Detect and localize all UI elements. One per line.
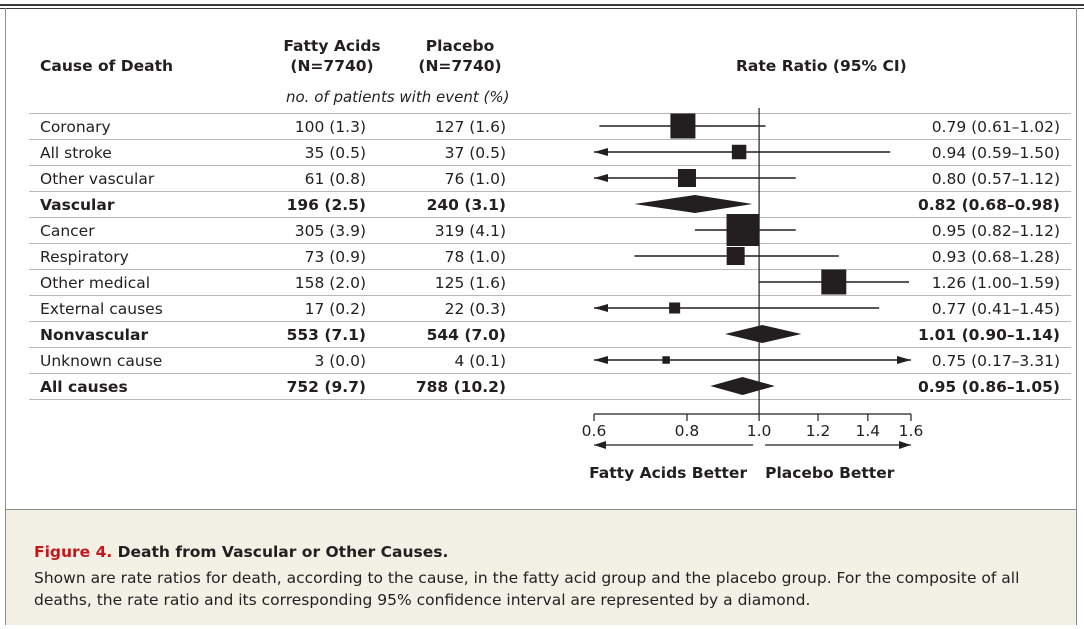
row-fa: 17 (0.2) (304, 300, 366, 318)
x-tick-label: 0.6 (582, 422, 607, 440)
row-pl: 37 (0.5) (444, 144, 506, 162)
row-fa: 61 (0.8) (304, 170, 366, 188)
x-tick-label: 0.8 (675, 422, 700, 440)
row-rr_text: 0.93 (0.68–1.28) (931, 248, 1060, 266)
row-divider (29, 269, 1071, 270)
favors-left-label: Fatty Acids Better (589, 464, 747, 482)
row-rr_text: 0.95 (0.86–1.05) (917, 378, 1060, 396)
row-pl: 125 (1.6) (434, 274, 506, 292)
favors-right-arrowhead (899, 441, 911, 449)
x-tick-label: 1.2 (806, 422, 831, 440)
point-square (662, 356, 670, 364)
row-pl: 319 (4.1) (434, 222, 506, 240)
row-fa: 158 (2.0) (294, 274, 366, 292)
caption-body: Shown are rate ratios for death, accordi… (34, 569, 1020, 609)
caption-title-text: Death from Vascular or Other Causes. (117, 543, 449, 561)
favors-left-arrowhead (594, 441, 606, 449)
header-fatty-acids-line1: Fatty Acids (283, 37, 381, 55)
row-fa: 553 (7.1) (286, 326, 366, 344)
row-cause: Other medical (40, 274, 151, 292)
row-fa: 73 (0.9) (304, 248, 366, 266)
caption-box (6, 509, 1076, 625)
header-cause: Cause of Death (40, 57, 174, 75)
row-fa: 100 (1.3) (294, 118, 366, 136)
subheader-events: no. of patients with event (%) (286, 88, 510, 106)
row-rr_text: 0.77 (0.41–1.45) (931, 300, 1060, 318)
row-rr_text: 1.26 (1.00–1.59) (931, 274, 1060, 292)
row-divider (29, 165, 1071, 166)
row-pl: 788 (10.2) (415, 378, 506, 396)
row-rr_text: 0.79 (0.61–1.02) (931, 118, 1060, 136)
row-rr_text: 0.75 (0.17–3.31) (931, 352, 1060, 370)
row-fa: 305 (3.9) (294, 222, 366, 240)
row-cause: External causes (40, 300, 163, 318)
row-cause: Vascular (40, 196, 115, 214)
ci-diamond (634, 195, 753, 213)
row-pl: 22 (0.3) (444, 300, 506, 318)
row-pl: 127 (1.6) (434, 118, 506, 136)
header-placebo-line1: Placebo (425, 37, 495, 55)
ci-diamond (725, 325, 802, 343)
point-square (669, 302, 681, 314)
row-rr_text: 0.95 (0.82–1.12) (931, 222, 1060, 240)
row-divider (29, 243, 1071, 244)
ci-arrow-left (594, 356, 608, 364)
row-cause: Unknown cause (40, 352, 163, 370)
x-tick-label: 1.4 (856, 422, 881, 440)
ci-arrow-left (594, 174, 608, 182)
row-rr_text: 0.80 (0.57–1.12) (931, 170, 1060, 188)
row-pl: 4 (0.1) (454, 352, 506, 370)
ci-arrow-left (594, 148, 608, 156)
point-square (731, 144, 747, 160)
point-square (726, 214, 759, 246)
point-square (821, 269, 847, 295)
ci-arrow-right (897, 356, 911, 364)
row-divider (29, 191, 1071, 192)
row-pl: 544 (7.0) (426, 326, 506, 344)
row-cause: Coronary (40, 118, 111, 136)
caption-title: Figure 4. Death from Vascular or Other C… (34, 543, 448, 561)
x-tick-label: 1.0 (747, 422, 772, 440)
row-divider (29, 321, 1071, 322)
row-cause: Other vascular (40, 170, 155, 188)
row-divider (29, 139, 1071, 140)
header-rate-ratio: Rate Ratio (95% CI) (736, 57, 907, 75)
top-rule (0, 4, 1084, 6)
favors-right-label: Placebo Better (765, 464, 895, 482)
row-cause: Cancer (40, 222, 95, 240)
header-fatty-acids-line2: (N=7740) (290, 57, 374, 75)
row-divider (29, 113, 1071, 114)
x-tick-label: 1.6 (899, 422, 924, 440)
row-divider (29, 373, 1071, 374)
ci-diamond (710, 377, 775, 395)
row-pl: 76 (1.0) (444, 170, 506, 188)
caption-label: Figure 4. (34, 543, 113, 561)
row-cause: Respiratory (40, 248, 129, 266)
point-square (677, 169, 696, 187)
row-fa: 196 (2.5) (286, 196, 366, 214)
header-placebo: Placebo (N=7740) (400, 36, 520, 76)
row-pl: 78 (1.0) (444, 248, 506, 266)
header-fatty-acids: Fatty Acids (N=7740) (272, 36, 392, 76)
row-divider (29, 347, 1071, 348)
row-rr_text: 1.01 (0.90–1.14) (917, 326, 1060, 344)
row-fa: 3 (0.0) (314, 352, 366, 370)
row-divider (29, 217, 1071, 218)
row-cause: Nonvascular (40, 326, 149, 344)
ci-arrow-left (594, 304, 608, 312)
row-divider (29, 399, 1071, 400)
row-fa: 35 (0.5) (304, 144, 366, 162)
row-cause: All stroke (40, 144, 112, 162)
row-cause: All causes (40, 378, 128, 396)
row-rr_text: 0.94 (0.59–1.50) (931, 144, 1060, 162)
row-fa: 752 (9.7) (286, 378, 366, 396)
row-pl: 240 (3.1) (426, 196, 506, 214)
row-rr_text: 0.82 (0.68–0.98) (917, 196, 1060, 214)
point-square (670, 113, 696, 139)
header-placebo-line2: (N=7740) (418, 57, 502, 75)
top-rule-thin (0, 8, 1084, 9)
row-divider (29, 295, 1071, 296)
point-square (726, 247, 745, 265)
